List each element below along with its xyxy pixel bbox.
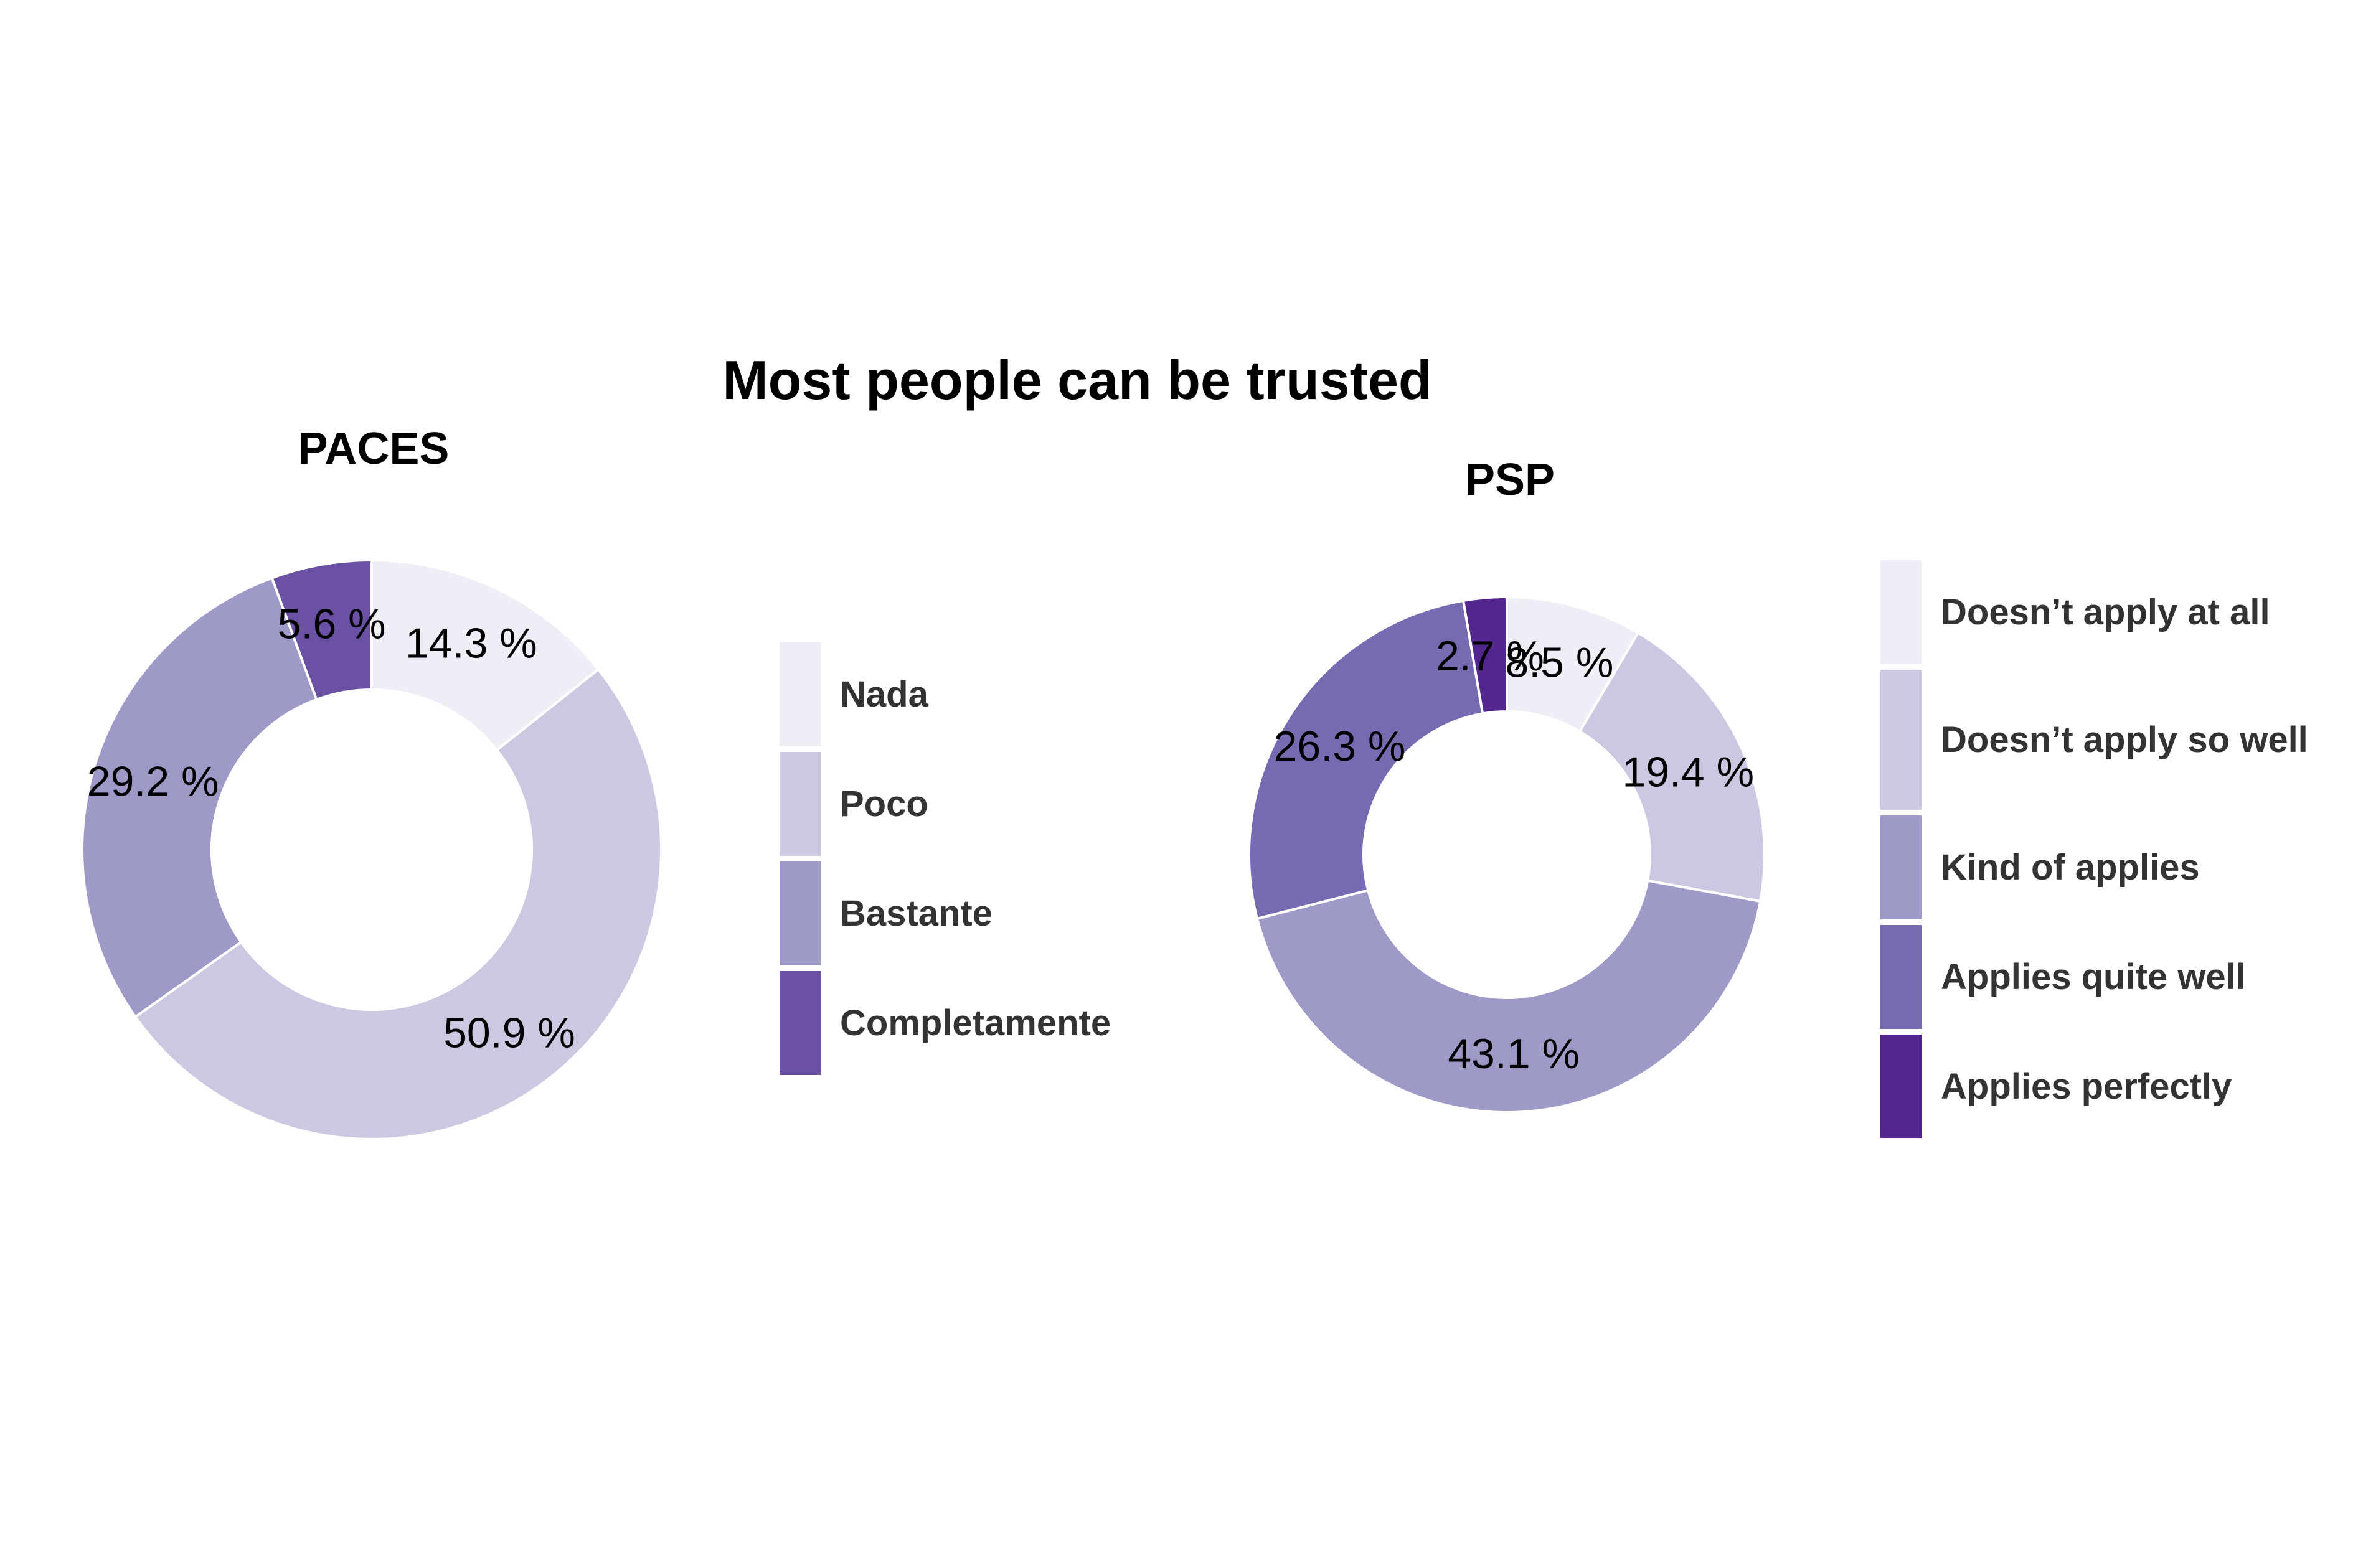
- slice-label-applies-perfectly: 2.7 %: [1436, 632, 1544, 680]
- slice-label-applies-quite-well: 26.3 %: [1274, 723, 1406, 770]
- chart-title: Most people can be trusted: [722, 349, 1432, 411]
- slice-label-completamente: 5.6 %: [278, 601, 386, 648]
- legend-swatch-completamente: [780, 971, 821, 1075]
- slice-poco: [133, 667, 663, 1140]
- slice-applies-quite-well: [1248, 599, 1484, 921]
- slice-kind-of-applies: [1255, 879, 1762, 1114]
- slice-label-nada: 14.3 %: [405, 620, 537, 667]
- legend-swatch-nada: [780, 642, 821, 746]
- legend-label-nada: Nada: [840, 674, 929, 715]
- legend-swatch-doesn-t-apply-at-all: [1880, 560, 1922, 664]
- legend-swatch-doesn-t-apply-so-well: [1880, 670, 1922, 810]
- legend-label-bastante: Bastante: [840, 893, 993, 934]
- psp-chart-title: PSP: [1464, 455, 1555, 505]
- paces-donut: 14.3 % 50.9 % 29.2 % 5.6 %: [81, 558, 663, 1140]
- slice-label-poco: 50.9 %: [443, 1009, 575, 1056]
- legend-label-completamente: Completamente: [840, 1003, 1111, 1043]
- legend-swatch-applies-quite-well: [1880, 925, 1922, 1029]
- legend-swatch-poco: [780, 752, 821, 856]
- slice-completamente: [270, 558, 373, 702]
- legend-swatch-kind-of-applies: [1880, 815, 1922, 919]
- legend-swatch-applies-perfectly: [1880, 1035, 1922, 1138]
- legend-label-kind-of-applies: Kind of applies: [1941, 847, 2200, 888]
- slice-label-bastante: 29.2 %: [87, 758, 219, 805]
- legend-swatch-bastante: [780, 861, 821, 965]
- slice-applies-perfectly: [1461, 595, 1508, 715]
- paces-legend: Nada Poco Bastante Completamente: [780, 642, 1111, 1075]
- paces-chart-title: PACES: [298, 424, 450, 474]
- legend-label-poco: Poco: [840, 784, 928, 824]
- slice-nada: [370, 558, 600, 752]
- legend-label-applies-quite-well: Applies quite well: [1941, 957, 2246, 997]
- legend-label-doesn-t-apply-so-well: Doesn’t apply so well: [1941, 720, 2308, 760]
- slice-label-doesn-t-apply-so-well: 19.4 %: [1622, 748, 1754, 796]
- legend-label-doesn-t-apply-at-all: Doesn’t apply at all: [1941, 592, 2270, 632]
- slice-label-doesn-t-apply-at-all: 8.5 %: [1505, 639, 1613, 686]
- slice-doesn-t-apply-so-well: [1578, 631, 1766, 903]
- legend-label-applies-perfectly: Applies perfectly: [1941, 1066, 2232, 1107]
- slice-bastante: [81, 576, 318, 1019]
- psp-donut: 8.5 % 19.4 % 43.1 % 26.3 % 2.7 %: [1248, 595, 1766, 1114]
- slice-label-kind-of-applies: 43.1 %: [1448, 1030, 1580, 1077]
- psp-legend: Doesn’t apply at all Doesn’t apply so wel…: [1880, 560, 2308, 1138]
